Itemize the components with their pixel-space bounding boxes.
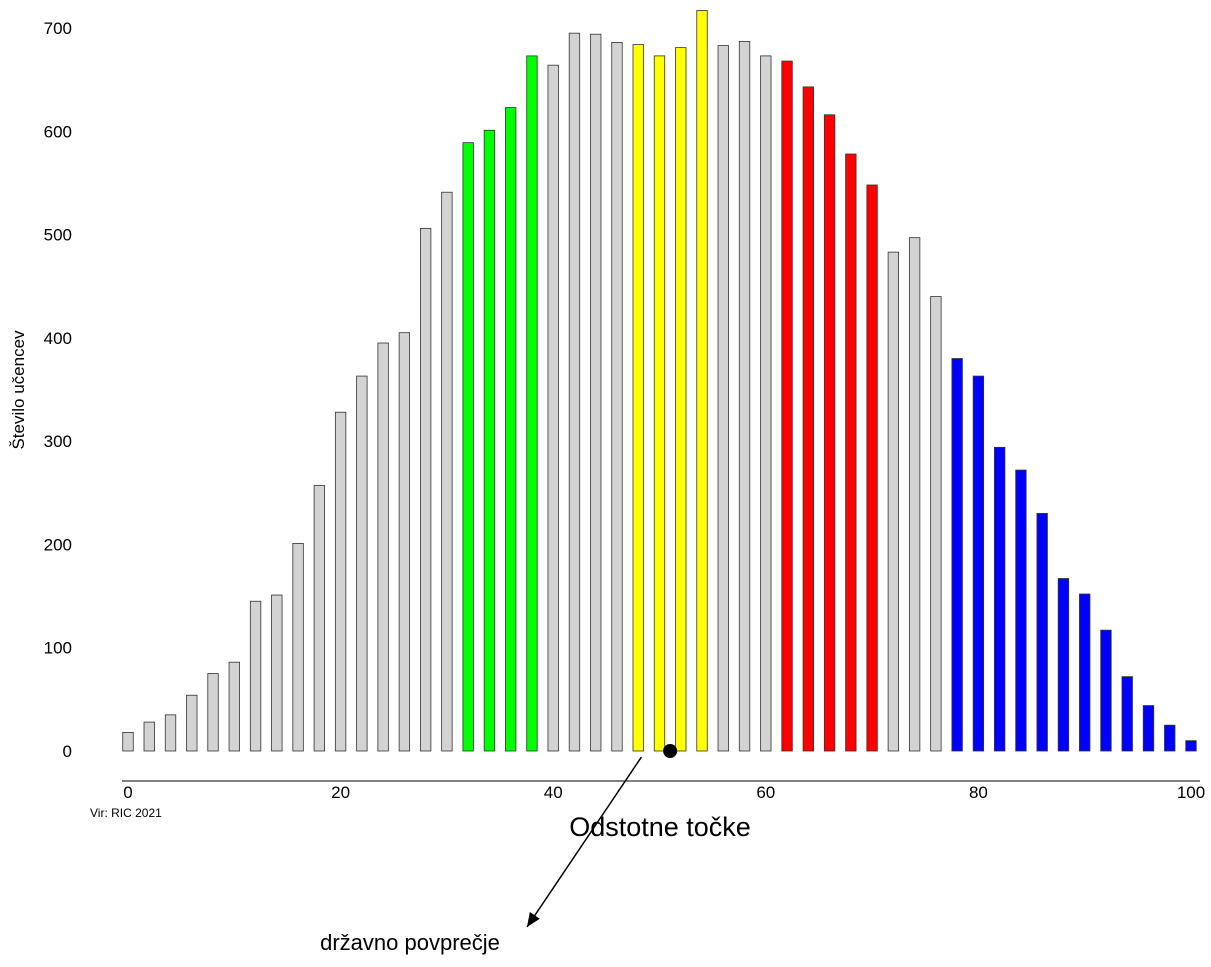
y-tick-label: 700 — [44, 19, 72, 38]
bar — [738, 41, 751, 752]
x-tick-label: 80 — [969, 783, 988, 802]
bar — [441, 191, 453, 752]
bar — [483, 129, 496, 752]
bars-group — [122, 10, 1197, 752]
bar — [1057, 578, 1070, 752]
bar — [845, 153, 857, 752]
bar — [887, 251, 900, 752]
bar — [632, 44, 644, 752]
x-axis-label: Odstotne točke — [569, 812, 751, 842]
arrowhead-icon — [527, 912, 540, 927]
bar — [419, 227, 432, 752]
bar — [1121, 676, 1133, 752]
y-tick-label: 500 — [44, 226, 72, 245]
bar — [590, 33, 602, 752]
bar — [292, 542, 304, 752]
y-tick-labels: 0 100 200 300 400 500 600 700 — [44, 19, 72, 761]
bar — [249, 600, 262, 752]
bar — [1100, 629, 1112, 752]
y-tick-label: 400 — [44, 329, 72, 348]
bar — [568, 32, 581, 752]
x-tick-label: 60 — [756, 783, 775, 802]
y-axis-label: Število učencev — [9, 330, 28, 450]
bar — [866, 184, 878, 752]
bar — [1142, 705, 1155, 752]
bar — [334, 411, 347, 752]
bar — [653, 55, 666, 752]
bar — [143, 721, 155, 752]
bar — [760, 55, 772, 752]
bar — [271, 594, 283, 752]
source-note: Vir: RIC 2021 — [90, 806, 162, 820]
national-average-arrow — [526, 756, 643, 928]
x-tick-label: 40 — [544, 783, 563, 802]
bar — [802, 86, 814, 752]
bar — [356, 375, 368, 752]
bar — [1185, 740, 1197, 752]
bar — [377, 342, 389, 752]
bar — [1015, 469, 1027, 752]
x-tick-label: 20 — [331, 783, 350, 802]
bar — [823, 114, 836, 752]
national-average-marker — [663, 744, 678, 758]
y-tick-label: 0 — [63, 742, 72, 761]
bar — [207, 673, 219, 752]
bar — [1164, 724, 1176, 752]
bar — [313, 485, 325, 752]
x-tick-label: 100 — [1177, 783, 1205, 802]
national-average-label: državno povprečje — [320, 930, 500, 955]
bar — [696, 10, 708, 752]
bar — [717, 45, 729, 752]
bar — [228, 661, 240, 752]
bar — [930, 296, 942, 752]
bar — [1079, 593, 1091, 752]
x-tick-labels: 0 20 40 60 80 100 — [123, 783, 1205, 802]
bar — [1036, 513, 1048, 752]
bar — [164, 714, 177, 752]
y-tick-label: 600 — [44, 122, 72, 141]
y-tick-label: 100 — [44, 639, 72, 658]
bar — [675, 47, 687, 752]
bar — [462, 142, 474, 752]
bar — [547, 64, 559, 752]
y-tick-label: 300 — [44, 432, 72, 451]
bar — [781, 60, 793, 752]
y-tick-label: 200 — [44, 535, 72, 554]
bar — [122, 732, 134, 752]
bar — [994, 446, 1006, 752]
bar — [908, 237, 921, 752]
bar — [951, 358, 963, 752]
bar — [611, 42, 623, 752]
bar — [972, 375, 985, 752]
x-tick-label: 0 — [123, 783, 132, 802]
bar — [398, 332, 411, 752]
bar — [526, 55, 538, 752]
bar — [186, 694, 198, 752]
bar — [505, 107, 517, 752]
